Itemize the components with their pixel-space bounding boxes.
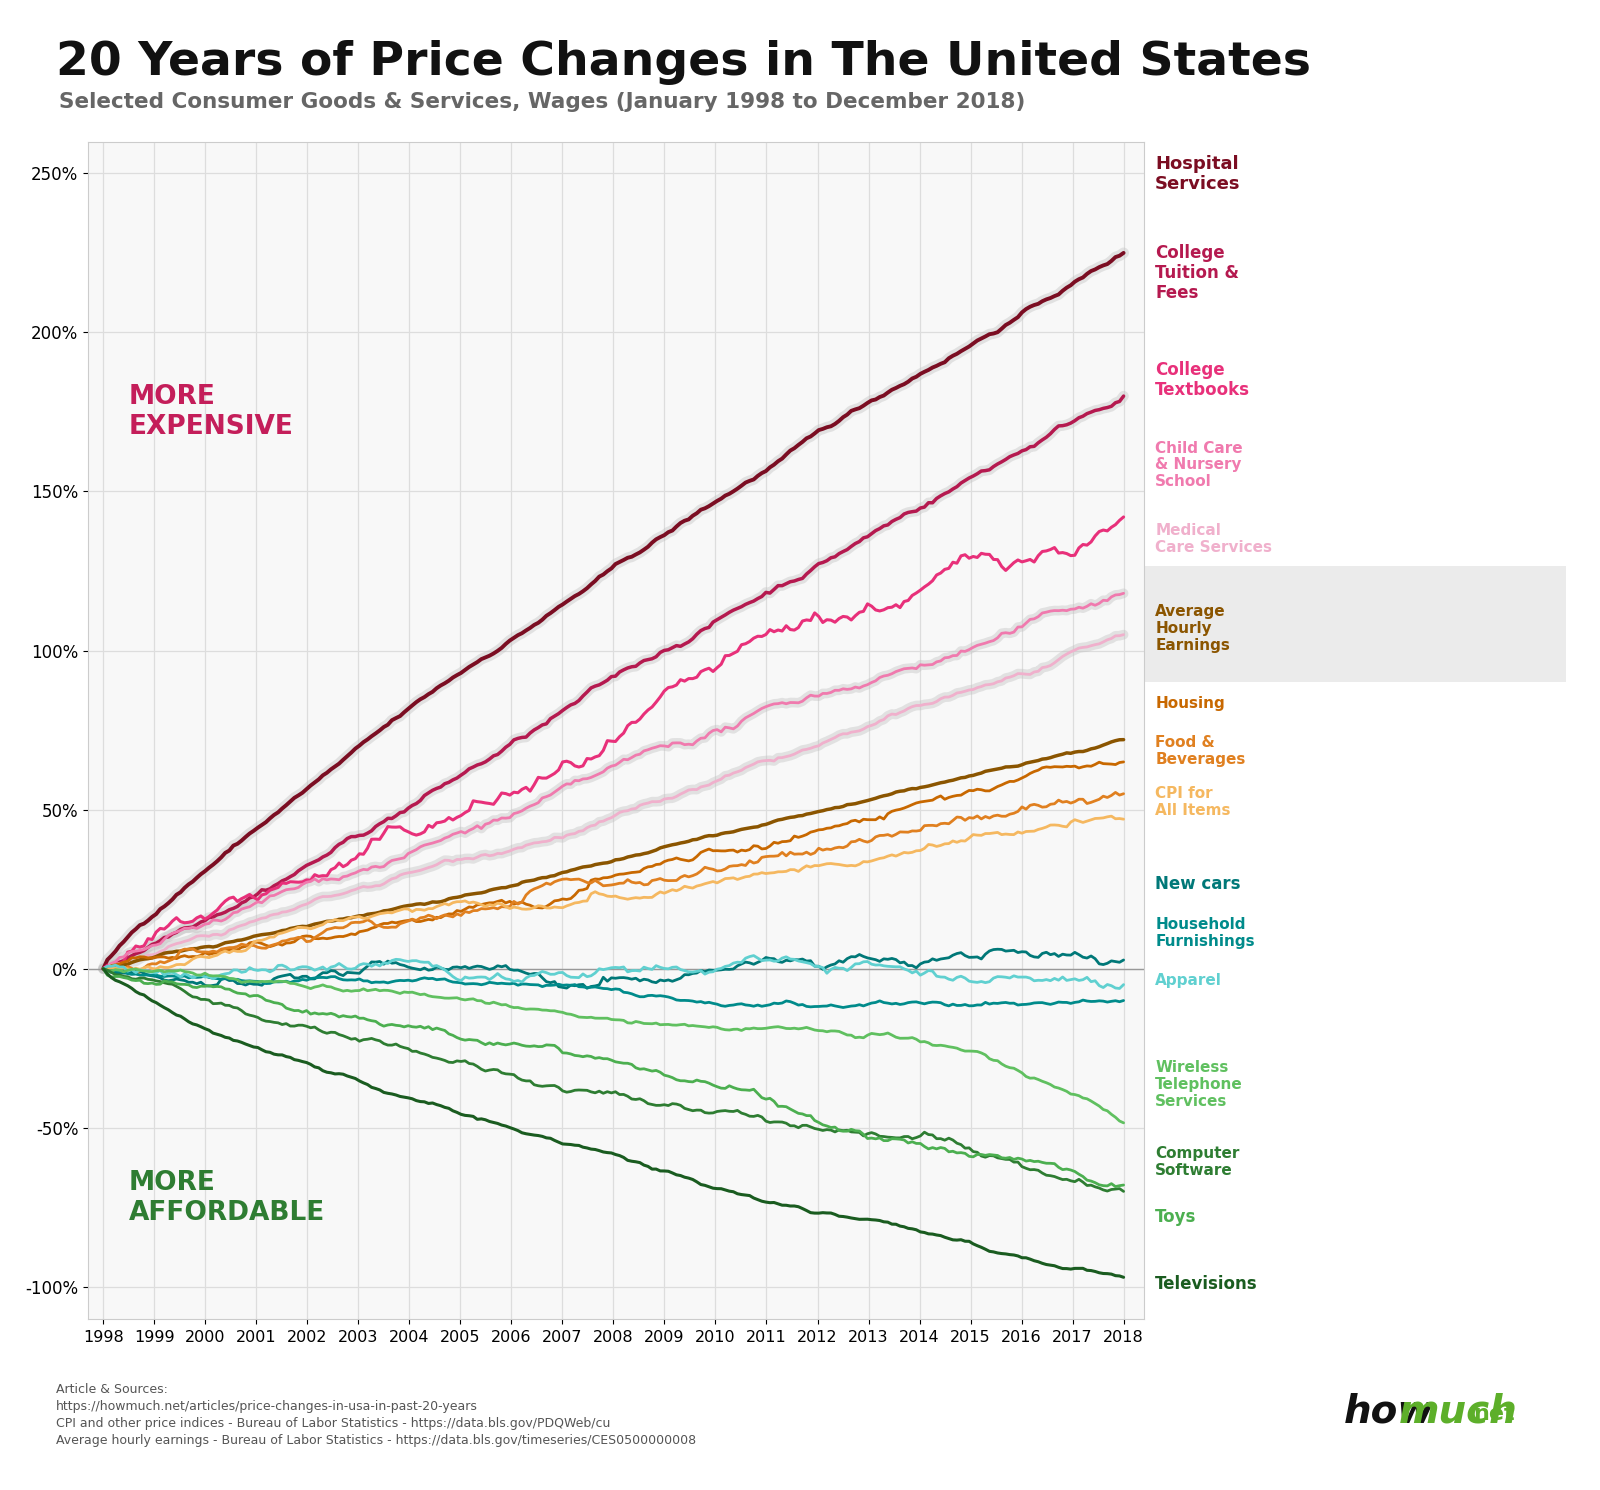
Text: Household
Furnishings: Household Furnishings bbox=[1155, 916, 1254, 949]
Text: Article & Sources:
https://howmuch.net/articles/price-changes-in-usa-in-past-20-: Article & Sources: https://howmuch.net/a… bbox=[56, 1383, 696, 1447]
Text: Televisions: Televisions bbox=[1155, 1275, 1258, 1293]
Text: MORE
EXPENSIVE: MORE EXPENSIVE bbox=[130, 384, 294, 440]
Text: Wireless
Telephone
Services: Wireless Telephone Services bbox=[1155, 1061, 1243, 1109]
Text: Selected Consumer Goods & Services, Wages (January 1998 to December 2018): Selected Consumer Goods & Services, Wage… bbox=[59, 92, 1026, 112]
Text: Housing: Housing bbox=[1155, 696, 1226, 711]
Text: how: how bbox=[1344, 1392, 1434, 1430]
Text: 20 Years of Price Changes in The United States: 20 Years of Price Changes in The United … bbox=[56, 40, 1310, 85]
Text: Child Care
& Nursery
School: Child Care & Nursery School bbox=[1155, 441, 1243, 489]
Text: much: much bbox=[1398, 1392, 1517, 1430]
Text: New cars: New cars bbox=[1155, 875, 1240, 893]
Text: Hospital
Services: Hospital Services bbox=[1155, 155, 1240, 194]
Text: Average
Hourly
Earnings: Average Hourly Earnings bbox=[1155, 605, 1230, 653]
Text: Medical
Care Services: Medical Care Services bbox=[1155, 523, 1272, 556]
Text: Toys: Toys bbox=[1155, 1208, 1197, 1226]
Text: CPI for
All Items: CPI for All Items bbox=[1155, 785, 1230, 818]
Text: net: net bbox=[1474, 1405, 1515, 1424]
Text: College
Tuition &
Fees: College Tuition & Fees bbox=[1155, 243, 1240, 302]
Text: Computer
Software: Computer Software bbox=[1155, 1146, 1240, 1179]
Text: MORE
AFFORDABLE: MORE AFFORDABLE bbox=[130, 1170, 325, 1226]
Text: College
Textbooks: College Textbooks bbox=[1155, 361, 1250, 399]
Text: Food &
Beverages: Food & Beverages bbox=[1155, 735, 1245, 767]
Text: Apparel: Apparel bbox=[1155, 973, 1222, 988]
